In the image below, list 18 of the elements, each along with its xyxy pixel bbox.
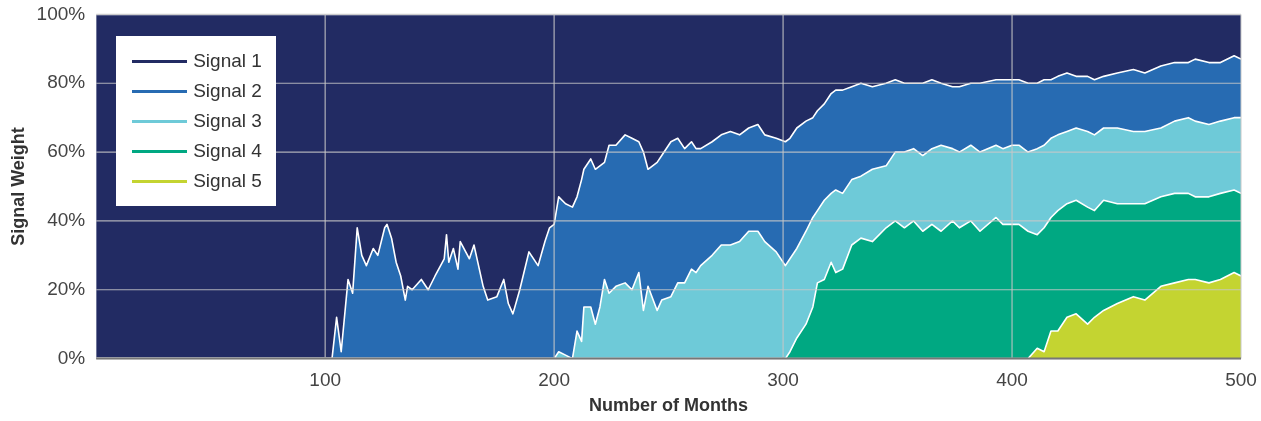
legend-label: Signal 3 — [193, 109, 262, 134]
legend-label: Signal 1 — [193, 49, 262, 74]
y-tick-label: 80% — [47, 71, 86, 93]
x-tick-label: 500 — [1225, 369, 1257, 391]
y-tick-label: 60% — [47, 140, 86, 162]
x-axis-title: Number of Months — [589, 395, 749, 416]
y-tick-label: 40% — [47, 209, 86, 231]
y-axis-title: Signal Weight — [7, 127, 28, 246]
legend-label: Signal 4 — [193, 139, 262, 164]
x-tick-label: 400 — [996, 369, 1028, 391]
y-tick-label: 0% — [57, 346, 86, 368]
y-tick-label: 20% — [47, 277, 86, 299]
x-tick-label: 200 — [538, 369, 570, 391]
x-tick-label: 100 — [309, 369, 342, 391]
legend-label: Signal 5 — [193, 169, 262, 194]
x-tick-label: 300 — [767, 369, 799, 391]
y-tick-label: 100% — [36, 2, 86, 24]
legend-label: Signal 2 — [193, 79, 262, 104]
